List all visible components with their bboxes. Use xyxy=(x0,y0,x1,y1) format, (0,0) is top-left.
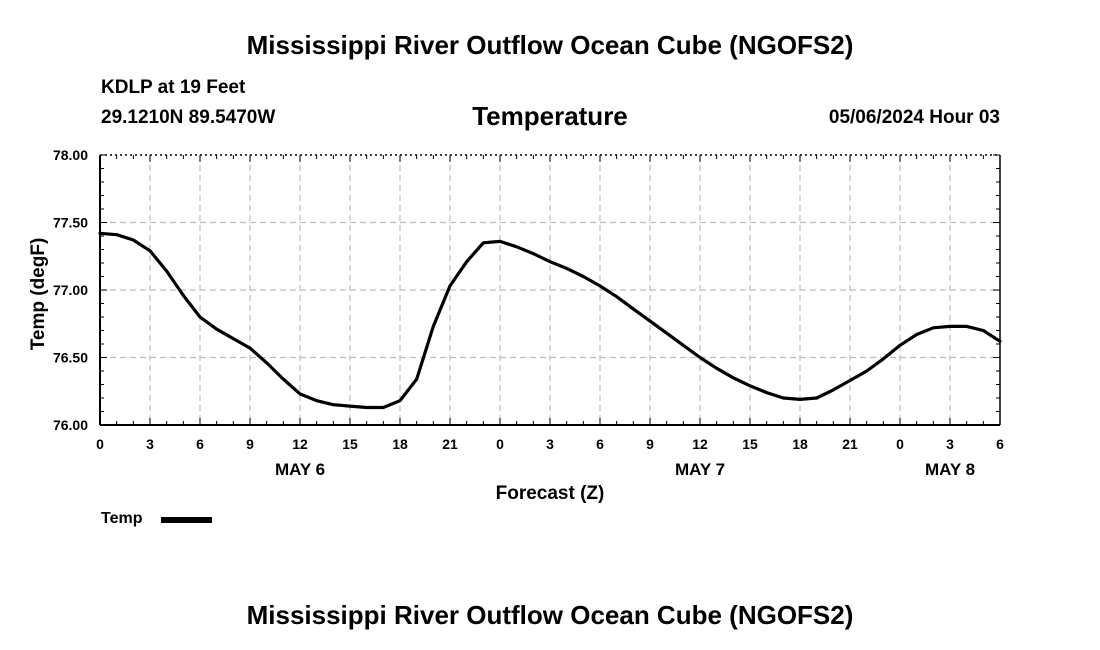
x-tick-label: 6 xyxy=(196,436,204,452)
data-point xyxy=(399,400,401,402)
data-point xyxy=(99,233,101,235)
data-point xyxy=(699,357,701,359)
x-tick-label: 0 xyxy=(96,436,104,452)
data-point xyxy=(549,261,551,263)
data-point xyxy=(483,242,485,244)
data-point xyxy=(716,368,718,370)
x-tick-label: 3 xyxy=(946,436,954,452)
y-tick-label: 77.00 xyxy=(53,282,88,298)
data-point xyxy=(316,400,318,402)
data-point xyxy=(816,397,818,399)
data-point xyxy=(883,358,885,360)
x-tick-label: 0 xyxy=(496,436,504,452)
day-label: MAY 7 xyxy=(675,460,725,479)
day-label: MAY 6 xyxy=(275,460,325,479)
x-tick-label: 21 xyxy=(442,436,458,452)
data-point xyxy=(966,326,968,328)
x-tick-label: 3 xyxy=(146,436,154,452)
data-point xyxy=(216,328,218,330)
data-point xyxy=(799,399,801,401)
data-point xyxy=(133,239,135,241)
data-point xyxy=(249,347,251,349)
data-point xyxy=(733,377,735,379)
data-point xyxy=(616,296,618,298)
data-point xyxy=(299,393,301,395)
data-point xyxy=(899,345,901,347)
data-point xyxy=(999,341,1001,343)
y-axis-label: Temp (degF) xyxy=(28,237,49,351)
data-point xyxy=(233,338,235,340)
y-tick-label: 78.00 xyxy=(53,147,88,163)
forecast-datetime: 05/06/2024 Hour 03 xyxy=(828,107,1000,128)
x-tick-label: 3 xyxy=(546,436,554,452)
data-point xyxy=(983,330,985,332)
x-tick-label: 18 xyxy=(392,436,408,452)
data-point xyxy=(666,332,668,334)
data-point xyxy=(466,261,468,263)
data-point xyxy=(183,295,185,297)
y-tick-label: 76.00 xyxy=(53,417,88,433)
x-tick-label: 15 xyxy=(742,436,758,452)
data-point xyxy=(433,326,435,328)
x-tick-label: 9 xyxy=(246,436,254,452)
x-axis-label: Forecast (Z) xyxy=(495,483,605,504)
x-tick-label: 21 xyxy=(842,436,858,452)
data-point xyxy=(649,320,651,322)
data-point xyxy=(783,397,785,399)
data-point xyxy=(199,316,201,318)
x-tick-label: 0 xyxy=(896,436,904,452)
legend-label-temp: Temp xyxy=(101,510,143,527)
data-point xyxy=(266,362,268,364)
data-point xyxy=(766,392,768,394)
x-tick-label: 6 xyxy=(996,436,1004,452)
x-tick-label: 12 xyxy=(292,436,308,452)
data-point xyxy=(166,270,168,272)
data-point xyxy=(116,234,118,236)
data-point xyxy=(533,253,535,255)
data-point xyxy=(383,407,385,409)
coordinates-label: 29.1210N 89.5470W xyxy=(101,107,276,128)
day-label: MAY 8 xyxy=(925,460,975,479)
data-point xyxy=(449,285,451,287)
data-point xyxy=(416,378,418,380)
data-point xyxy=(583,276,585,278)
data-point xyxy=(149,250,151,252)
main-title: Mississippi River Outflow Ocean Cube (NG… xyxy=(246,30,854,60)
data-point xyxy=(683,345,685,347)
x-tick-label: 6 xyxy=(596,436,604,452)
data-point xyxy=(866,370,868,372)
data-point xyxy=(849,380,851,382)
data-point xyxy=(633,308,635,310)
footer-title: Mississippi River Outflow Ocean Cube (NG… xyxy=(246,600,854,630)
y-tick-label: 76.50 xyxy=(53,350,88,366)
station-label: KDLP at 19 Feet xyxy=(101,77,246,98)
y-tick-label: 77.50 xyxy=(53,215,88,231)
data-point xyxy=(349,405,351,407)
data-point xyxy=(366,407,368,409)
data-point xyxy=(516,246,518,248)
data-point xyxy=(599,285,601,287)
legend-swatch-temp xyxy=(161,517,212,523)
chart-title: Temperature xyxy=(472,101,628,131)
data-point xyxy=(949,326,951,328)
x-tick-label: 18 xyxy=(792,436,808,452)
data-point xyxy=(833,389,835,391)
data-point xyxy=(566,268,568,270)
data-point xyxy=(916,334,918,336)
x-tick-label: 9 xyxy=(646,436,654,452)
data-point xyxy=(749,385,751,387)
series-line-temp xyxy=(98,231,1002,410)
x-tick-label: 15 xyxy=(342,436,358,452)
data-point xyxy=(333,404,335,406)
data-point xyxy=(499,241,501,243)
data-point xyxy=(933,327,935,329)
x-tick-label: 12 xyxy=(692,436,708,452)
data-point xyxy=(283,378,285,380)
